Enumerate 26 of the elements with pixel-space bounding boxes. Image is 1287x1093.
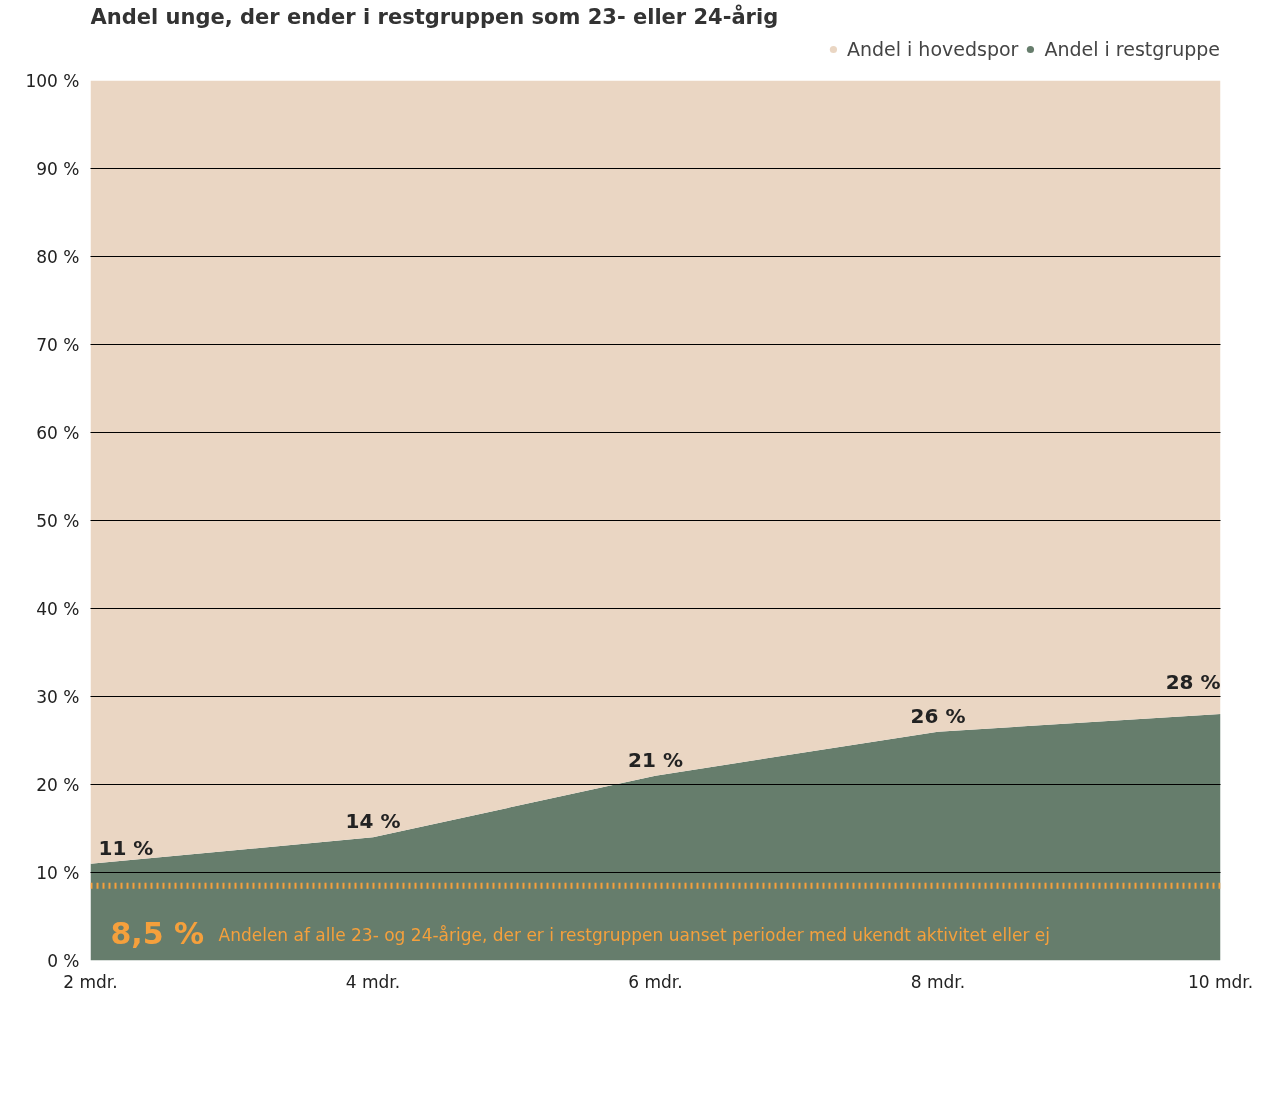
x-tick-label: 10 mdr. <box>1187 971 1254 992</box>
chart-title: Andel unge, der ender i restgruppen som 23- eller 24-årig <box>90 3 779 29</box>
x-tick-label: 6 mdr. <box>628 971 683 992</box>
y-tick-label: 20 % <box>36 774 80 795</box>
y-tick-label: 60 % <box>36 422 80 443</box>
y-tick-label: 10 % <box>36 862 80 883</box>
y-tick-label: 40 % <box>36 598 80 619</box>
x-tick-label: 8 mdr. <box>910 971 966 992</box>
y-tick-label: 100 % <box>25 70 80 91</box>
data-label: 28 % <box>1165 669 1221 694</box>
data-label: 11 % <box>98 835 154 860</box>
x-tick-label: 2 mdr. <box>63 971 118 992</box>
y-tick-label: 30 % <box>36 686 80 707</box>
y-tick-label: 50 % <box>36 510 80 531</box>
ref-line-label: 8,5 % <box>110 915 205 951</box>
annotation: Andelen af alle 23- og 24-årige, der er i restgruppen uanset perioder med ukendt aktivitet eller ej <box>218 924 1051 945</box>
data-label: 21 % <box>628 747 683 772</box>
legend-label: Andel i hovedspor <box>846 38 1019 60</box>
data-label: 14 % <box>345 809 401 834</box>
x-tick-label: 4 mdr. <box>345 971 401 992</box>
y-tick-label: 90 % <box>36 158 80 179</box>
y-tick-label: 70 % <box>36 334 80 355</box>
data-label: 26 % <box>910 703 966 728</box>
y-tick-label: 0 % <box>47 950 80 971</box>
legend-label: Andel i restgruppe <box>1044 38 1220 60</box>
y-tick-label: 80 % <box>36 246 80 267</box>
